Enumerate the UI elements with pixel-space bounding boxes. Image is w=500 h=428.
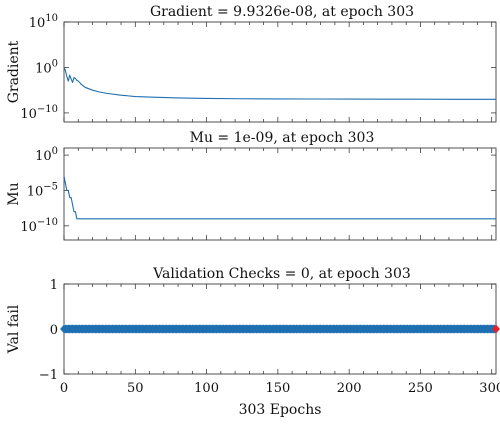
y-tick-base: 10 [35, 149, 52, 164]
y-axis-label: Gradient [6, 40, 22, 103]
axes-frame [63, 147, 497, 241]
y-tick-label: 100 [35, 146, 58, 164]
y-tick-exponent: −5 [43, 181, 58, 192]
y-axis-label: Mu [6, 182, 22, 205]
x-axis-label: 303 Epochs [239, 402, 322, 418]
series-line [63, 176, 496, 220]
panel-title: Gradient = 9.9326e-08, at epoch 303 [150, 4, 414, 20]
y-tick-base: 10 [20, 220, 37, 235]
y-tick-label: 100 [35, 58, 58, 76]
y-tick-label: 10−10 [20, 217, 58, 235]
y-axis-label: Val fail [6, 304, 22, 354]
x-tick-label: 50 [127, 381, 144, 396]
y-tick-base: 10 [29, 16, 46, 31]
y-tick-exponent: 0 [52, 58, 58, 69]
y-tick-base: 10 [27, 184, 44, 199]
y-tick-label: 10−10 [20, 104, 58, 122]
series-line [63, 67, 497, 100]
y-tick-label: 1 [50, 278, 58, 293]
x-tick-label: 250 [408, 381, 433, 396]
panel-title: Mu = 1e-09, at epoch 303 [190, 130, 375, 146]
y-tick-exponent: 0 [52, 146, 58, 157]
val-fail-markers [60, 324, 499, 334]
y-tick-base: 10 [35, 61, 52, 76]
axes-frame [63, 21, 497, 123]
panel-title: Validation Checks = 0, at epoch 303 [152, 266, 411, 282]
y-tick-label: 1010 [29, 13, 58, 31]
y-tick-exponent: −10 [37, 217, 58, 228]
y-tick-base: 10 [20, 107, 37, 122]
y-tick-label: −1 [39, 368, 58, 383]
x-tick-label: 200 [337, 381, 362, 396]
y-tick-label: 0 [50, 323, 58, 338]
x-tick-label: 100 [194, 381, 219, 396]
x-tick-label: 150 [265, 381, 290, 396]
y-tick-exponent: −10 [37, 104, 58, 115]
x-tick-label: 0 [60, 381, 68, 396]
x-tick-label: 300 [479, 381, 500, 396]
y-tick-exponent: 10 [45, 13, 58, 24]
y-tick-label: 10−5 [27, 181, 58, 199]
